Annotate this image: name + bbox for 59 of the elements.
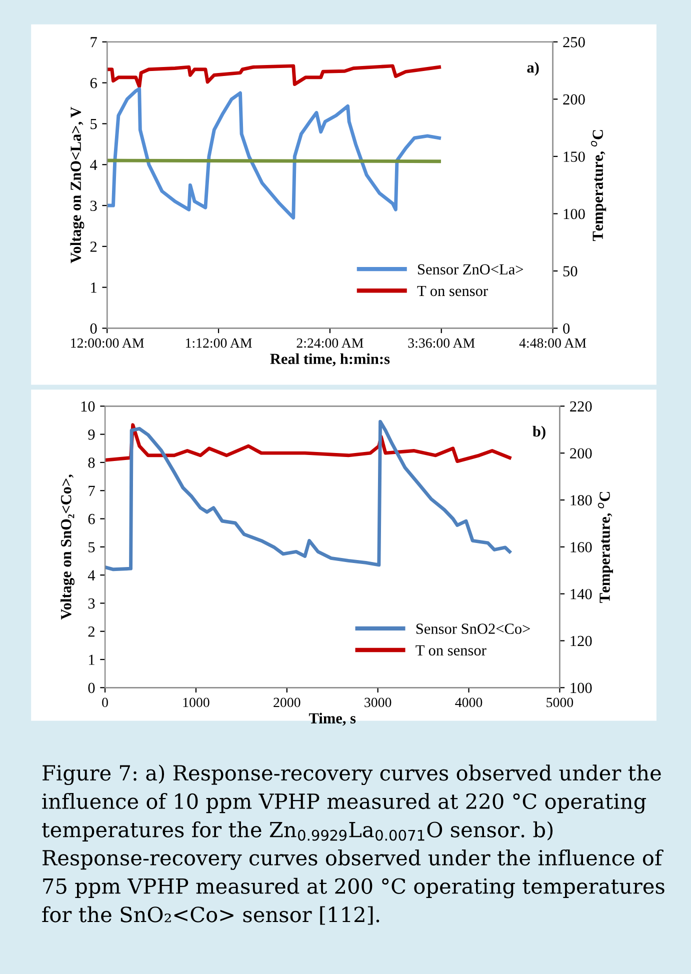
x-tick-label: 1:12:00 AM: [186, 338, 252, 348]
line-series: [107, 64, 441, 88]
y-tick-label: 10: [81, 401, 95, 412]
line-series: [107, 87, 441, 220]
annotation: a): [527, 62, 539, 76]
y2-tick-label: 160: [570, 542, 592, 552]
x-tick-label: 0: [102, 698, 108, 708]
x-tick-label: 4000: [455, 698, 482, 708]
y2-tick-label: 0: [563, 323, 570, 334]
y-tick-label: 1: [89, 654, 94, 665]
x-axis-title: Real time, h:min:s: [270, 353, 390, 366]
y-tick-label: 2: [90, 242, 97, 252]
y2-tick-label: 250: [563, 37, 585, 48]
y-tick-label: 5: [88, 542, 95, 552]
y-tick-label: 4: [90, 160, 98, 170]
legend-label: Sensor ZnO<La>: [418, 264, 524, 275]
y2-tick-label: 100: [570, 682, 592, 694]
y-tick-label: 2: [88, 626, 94, 637]
y2-axis-title: Temperature, $^{o}$C: [590, 130, 606, 242]
x-axis-title: Time, s: [308, 712, 356, 726]
y-tick-label: 8: [88, 458, 95, 468]
x-tick-label: 2000: [274, 698, 300, 708]
legend-label: Sensor SnO2<Co>: [416, 624, 530, 634]
y2-tick-label: 100: [564, 208, 585, 220]
x-tick-label: 12:00:00 AM: [71, 338, 144, 348]
y-tick-label: 7: [90, 37, 97, 48]
x-tick-label: 4:48:00 AM: [519, 338, 586, 348]
y-tick-label: 0: [90, 323, 97, 334]
y-tick-label: 0: [88, 682, 95, 694]
y2-tick-label: 180: [570, 495, 592, 506]
y2-tick-label: 50: [563, 266, 578, 276]
y-tick-label: 5: [90, 118, 97, 130]
x-tick-label: 5000: [546, 698, 574, 708]
x-tick-label: 3:36:00 AM: [408, 338, 475, 348]
y2-axis-title: Temperature, $^{o}$C: [598, 492, 613, 603]
y-tick-label: 3: [88, 598, 95, 609]
legend-label: T on sensor: [416, 645, 486, 656]
annotation: b): [532, 426, 546, 440]
y2-tick-label: 200: [570, 448, 592, 459]
legend-label: T on sensor: [417, 286, 488, 296]
y2-tick-label: 200: [563, 94, 585, 105]
y-tick-label: 9: [88, 429, 95, 440]
y-axis-title: Voltage on ZnO<La>, V: [70, 106, 84, 264]
text: Figure 7: a) Response-recovery curves observed under the influence of 10 ppm VPHP measured at 220 °C operating temperatures for the Zn$_{0.9929}$La$_{0.0071}$O sensor. b) Response-recovery curves observed under the influence of 75 ppm VPHP measured at 200 °C operating temperatures for the SnO₂<Co> sensor [112].: [42, 764, 664, 925]
y-tick-label: 6: [88, 514, 95, 524]
y-axis-title: Voltage on SnO₂<Co>,: [60, 474, 74, 620]
line-series: [105, 420, 512, 572]
y-tick-label: 3: [90, 200, 97, 211]
y2-tick-label: 120: [570, 636, 592, 646]
y2-tick-label: 140: [570, 588, 592, 600]
x-tick-label: 3000: [364, 698, 392, 708]
y-tick-label: 6: [90, 78, 97, 88]
x-tick-label: 1000: [183, 698, 210, 708]
y2-tick-label: 220: [570, 401, 592, 412]
y-tick-label: 7: [88, 486, 95, 496]
x-tick-label: 2:24:00 AM: [296, 338, 364, 348]
y2-tick-label: 150: [564, 152, 585, 162]
y-tick-label: 1: [91, 282, 96, 293]
y-tick-label: 4: [88, 570, 96, 580]
